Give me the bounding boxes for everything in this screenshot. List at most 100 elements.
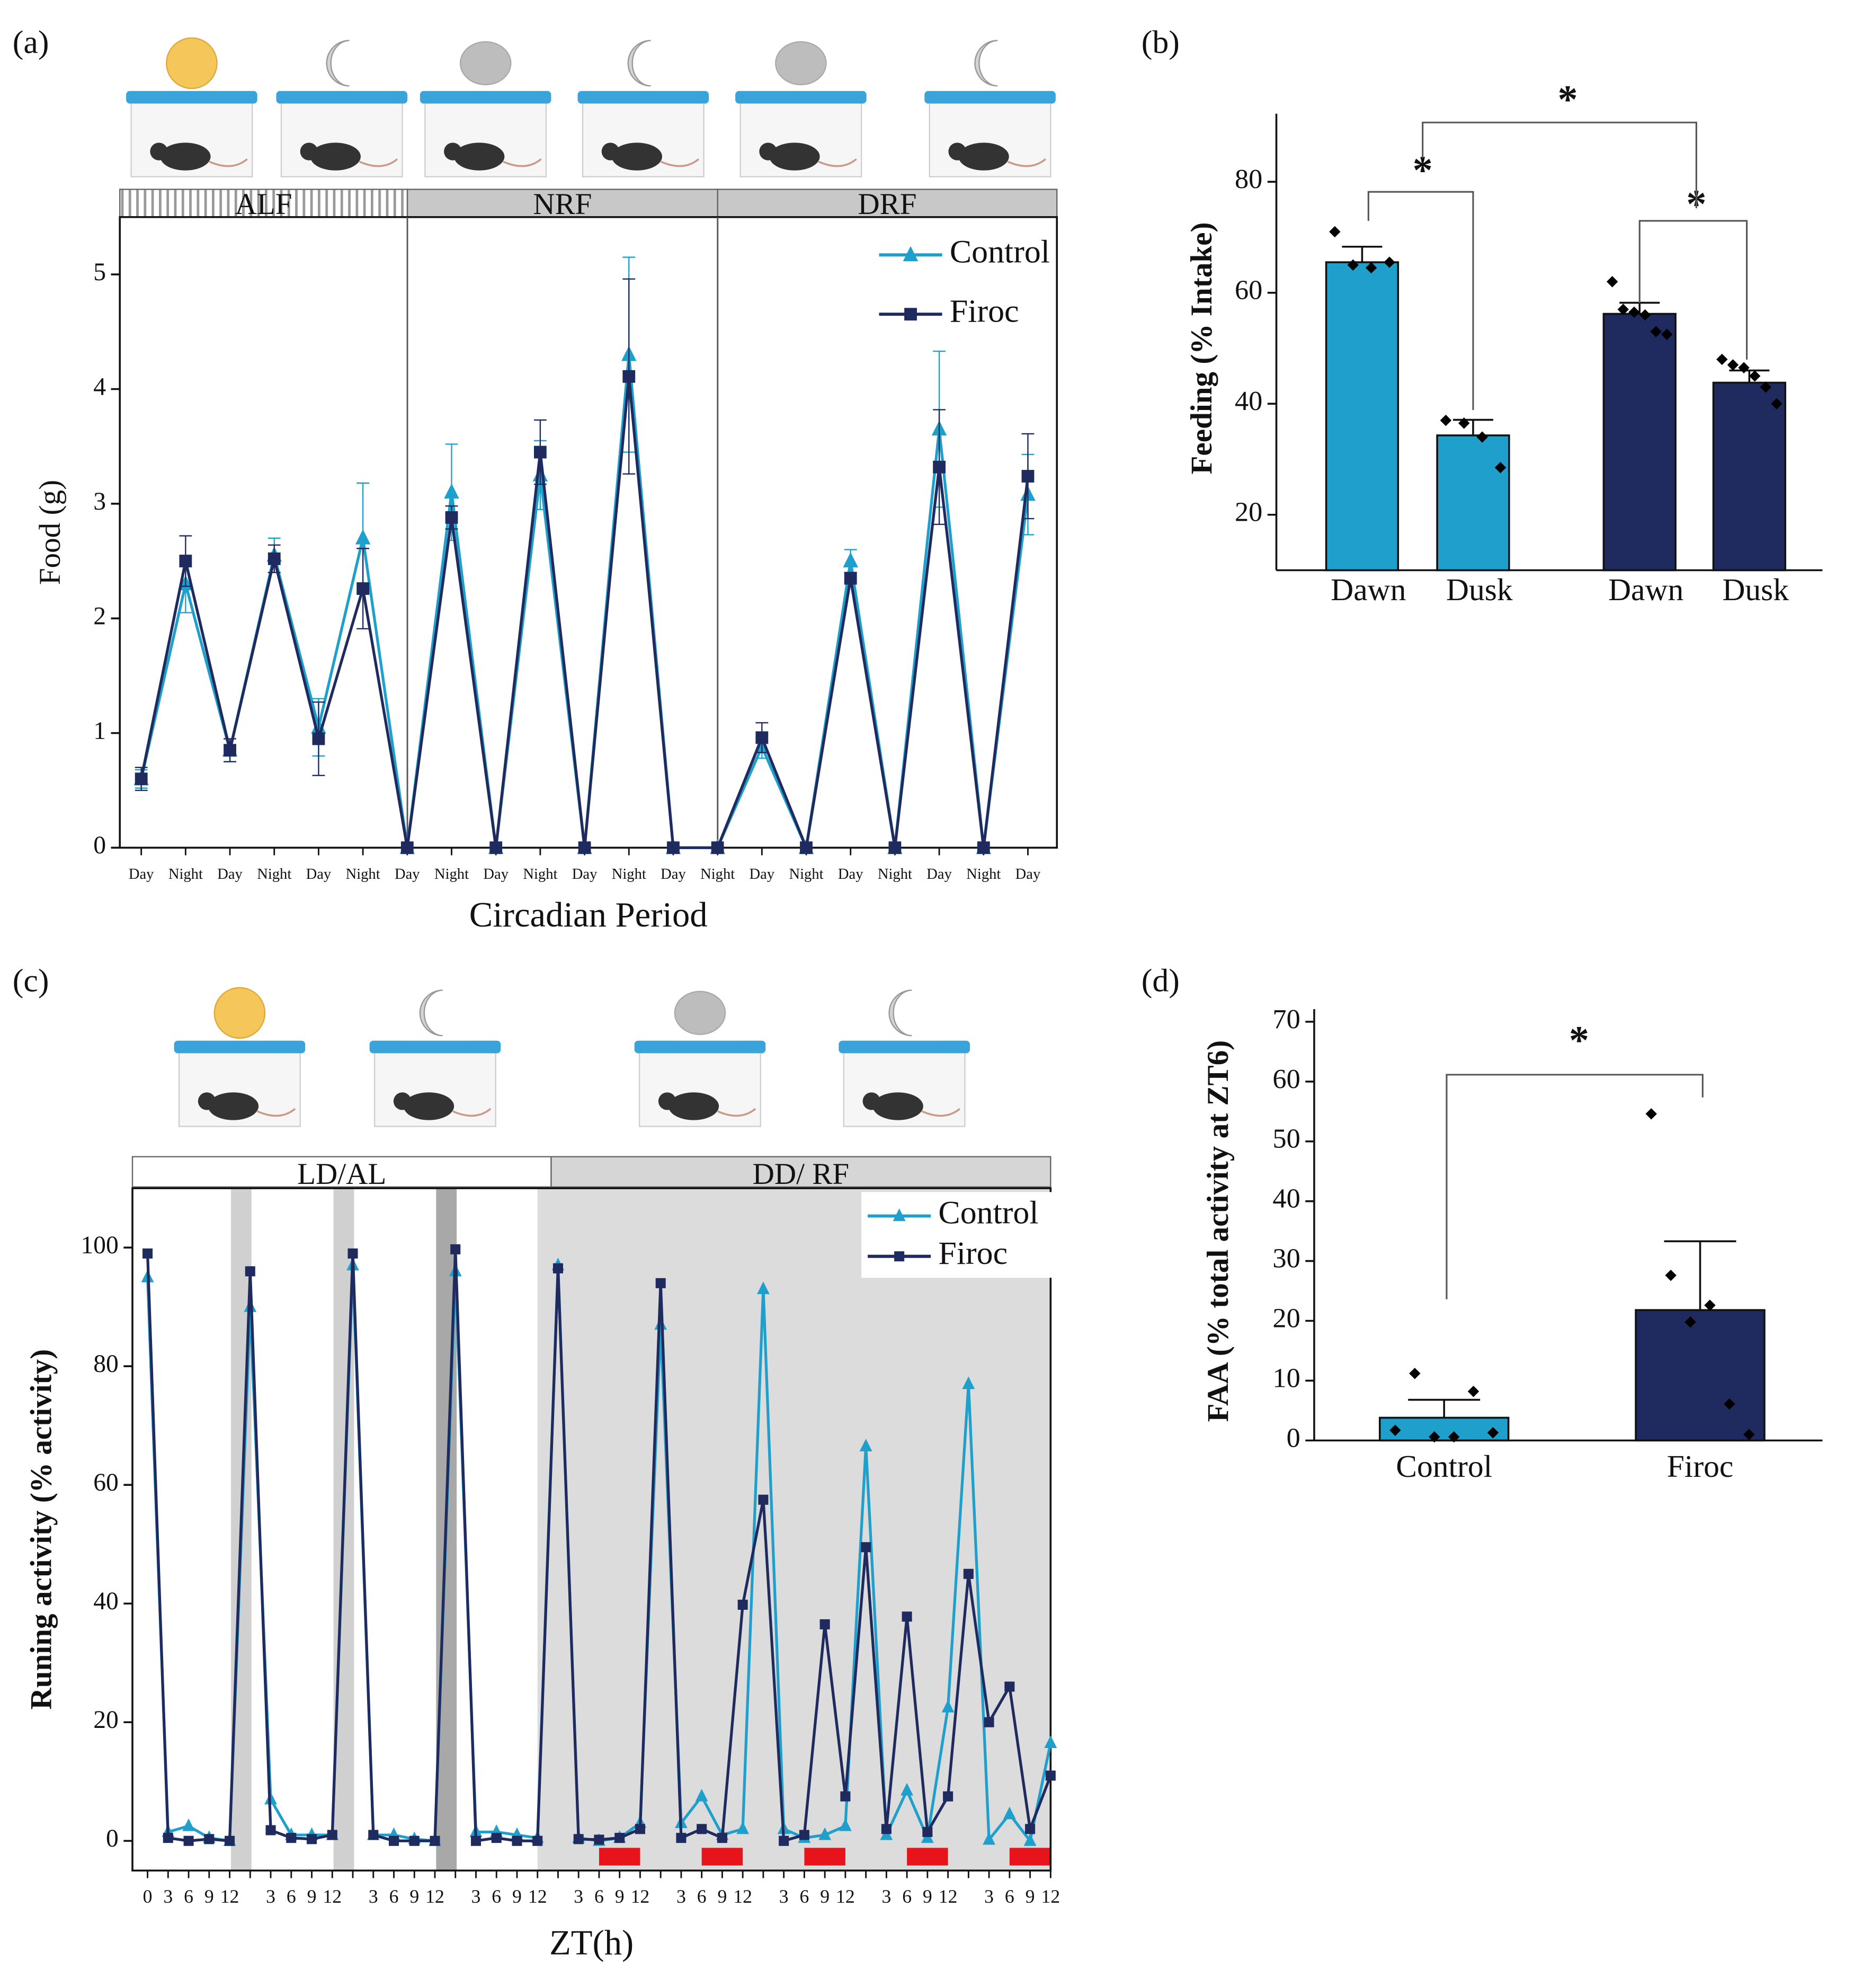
data-point bbox=[1704, 1299, 1716, 1311]
data-point bbox=[819, 1619, 830, 1629]
y-tick-label: 50 bbox=[1272, 1124, 1300, 1154]
data-point bbox=[676, 1833, 687, 1843]
data-point bbox=[1661, 328, 1673, 340]
data-point bbox=[573, 1834, 584, 1844]
series-line bbox=[140, 376, 1030, 853]
x-tick-label: Firoc bbox=[1667, 1449, 1734, 1484]
data-point bbox=[224, 744, 236, 757]
bar bbox=[1378, 1416, 1510, 1442]
data-point bbox=[755, 731, 769, 744]
x-tick-label: Day bbox=[217, 866, 243, 882]
data-point bbox=[532, 1835, 543, 1846]
data-point bbox=[1440, 414, 1452, 426]
mouse-head bbox=[393, 1092, 412, 1110]
bar bbox=[1325, 261, 1400, 572]
x-tick-label: 3 bbox=[369, 1886, 378, 1907]
data-point bbox=[1045, 1770, 1056, 1781]
data-point bbox=[355, 529, 371, 545]
x-tick-label: 9 bbox=[1026, 1886, 1035, 1907]
data-point bbox=[489, 841, 503, 854]
mouse bbox=[611, 142, 662, 171]
data-point bbox=[667, 841, 680, 854]
data-point bbox=[779, 1835, 789, 1846]
cage-lid bbox=[276, 91, 408, 104]
data-point bbox=[307, 1834, 317, 1844]
data-point bbox=[578, 841, 591, 854]
y-tick-label: 4 bbox=[93, 373, 106, 400]
legend-label: Firoc bbox=[938, 1235, 1008, 1271]
x-tick-label: 12 bbox=[1041, 1886, 1060, 1907]
x-tick-label: Night bbox=[523, 866, 557, 882]
bar bbox=[1712, 381, 1787, 572]
data-point bbox=[1021, 470, 1035, 483]
data-point bbox=[400, 841, 414, 854]
y-tick-label: 30 bbox=[1272, 1243, 1300, 1274]
data-point bbox=[1409, 1368, 1421, 1379]
data-point bbox=[1448, 1431, 1460, 1443]
mouse bbox=[160, 142, 211, 171]
x-tick-label: 0 bbox=[143, 1886, 153, 1907]
x-tick-label: Night bbox=[434, 866, 469, 882]
legend-marker bbox=[893, 1208, 906, 1222]
mouse-head bbox=[759, 142, 777, 161]
data-point bbox=[1365, 262, 1377, 274]
x-tick-label: 3 bbox=[574, 1886, 583, 1907]
y-tick-label: 40 bbox=[1235, 386, 1262, 416]
mouse bbox=[454, 142, 505, 171]
x-tick-label: 9 bbox=[820, 1886, 830, 1907]
gray-sun-icon bbox=[674, 991, 726, 1035]
mouse-tail bbox=[503, 158, 542, 167]
x-tick-label: Night bbox=[966, 866, 1001, 882]
data-point bbox=[1347, 259, 1359, 271]
data-point bbox=[711, 841, 724, 854]
x-tick-label: 3 bbox=[984, 1886, 994, 1907]
data-point bbox=[327, 1830, 337, 1840]
x-tick-label: 3 bbox=[163, 1886, 173, 1907]
y-tick-label: 40 bbox=[1272, 1183, 1300, 1214]
x-tick-label: Night bbox=[612, 866, 646, 882]
data-point bbox=[859, 1439, 872, 1451]
data-point bbox=[818, 1827, 832, 1840]
error-bar bbox=[1342, 245, 1383, 263]
data-point bbox=[1727, 359, 1739, 371]
data-point bbox=[268, 552, 281, 565]
data-point bbox=[1329, 226, 1341, 238]
x-tick-label: 12 bbox=[220, 1886, 239, 1907]
panel-label: (b) bbox=[1142, 24, 1180, 60]
data-point bbox=[368, 1830, 379, 1840]
mouse-tail bbox=[359, 158, 398, 167]
feeding-window bbox=[599, 1848, 640, 1866]
data-point bbox=[737, 1599, 748, 1610]
y-tick-label: 0 bbox=[1287, 1422, 1300, 1453]
x-tick-label: 9 bbox=[204, 1886, 214, 1907]
significance-bracket bbox=[1446, 1074, 1704, 1299]
section-label: ALF bbox=[235, 188, 292, 221]
x-tick-label: 12 bbox=[631, 1886, 650, 1907]
x-tick-label: 6 bbox=[902, 1886, 912, 1907]
data-point bbox=[1645, 1108, 1657, 1120]
x-tick-label: 12 bbox=[528, 1886, 547, 1907]
cage-lid bbox=[174, 1040, 306, 1054]
series-line bbox=[140, 354, 1030, 853]
x-tick-label: Night bbox=[700, 866, 735, 882]
moon-icon bbox=[326, 40, 350, 87]
data-point bbox=[312, 732, 325, 745]
y-tick-label: 10 bbox=[1272, 1362, 1300, 1393]
data-point bbox=[799, 1830, 809, 1840]
data-point bbox=[409, 1835, 420, 1846]
x-tick-label: 3 bbox=[881, 1886, 891, 1907]
mouse-tail bbox=[660, 158, 700, 167]
legend-box bbox=[861, 1192, 1054, 1278]
y-tick-label: 100 bbox=[81, 1232, 118, 1259]
x-axis-label: ZT(h) bbox=[549, 1923, 634, 1962]
data-point bbox=[286, 1833, 297, 1843]
data-point bbox=[265, 1825, 276, 1835]
error-bar bbox=[1452, 418, 1493, 435]
data-point bbox=[347, 1248, 358, 1259]
cage-lid bbox=[577, 91, 709, 104]
mouse bbox=[310, 142, 361, 171]
moon-icon bbox=[888, 989, 912, 1037]
x-tick-label: Day bbox=[395, 866, 420, 882]
data-point bbox=[901, 1782, 914, 1796]
